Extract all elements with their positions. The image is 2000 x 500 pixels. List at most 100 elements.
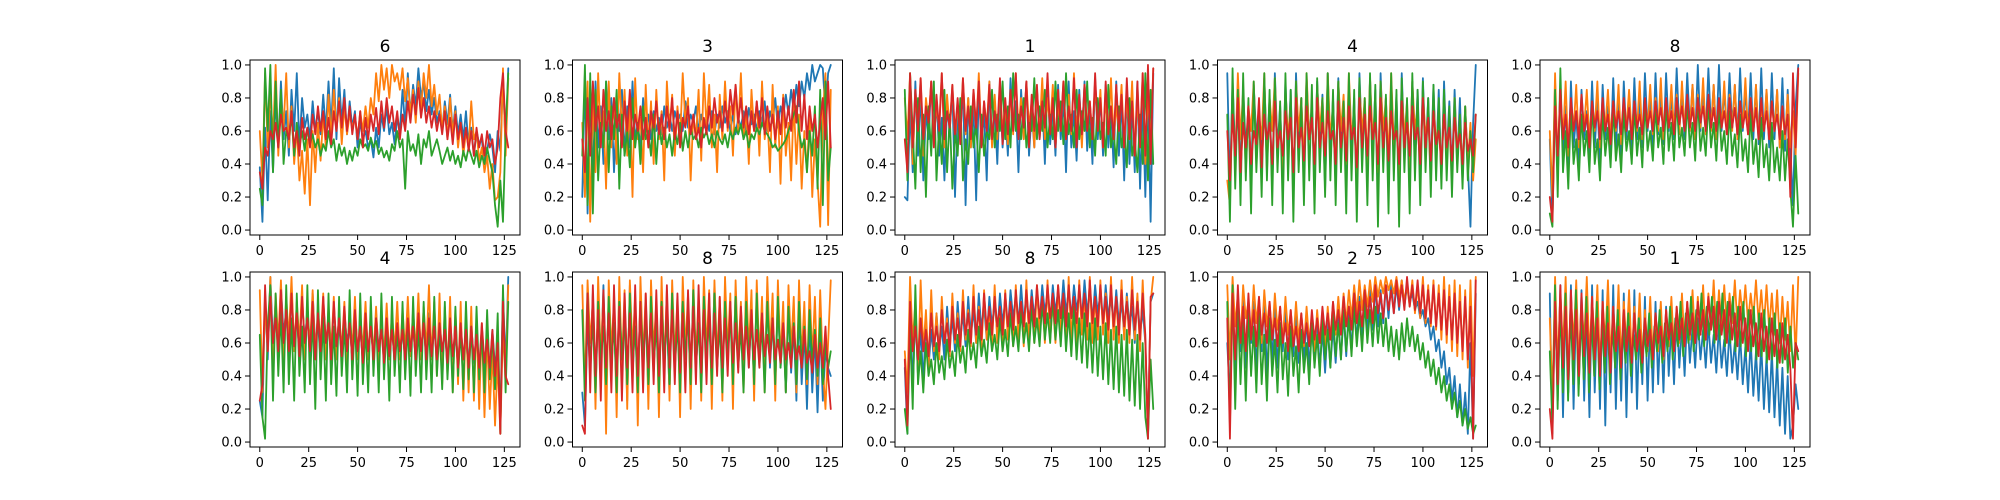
subplot-1-y-tick-label: 0.6 (221, 124, 242, 139)
subplot-3-y-tick-label: 0.2 (866, 191, 887, 206)
subplot-3-x-tick-label: 75 (1043, 244, 1060, 259)
subplot-5-y-tick-label: 0.6 (1511, 124, 1532, 139)
subplot-6-series-line-3 (258, 284, 510, 440)
subplot-6-x-tick-label: 100 (443, 456, 468, 471)
subplot-3: 0 25 50 75 100 125 0.0 0.2 0.4 0.6 0.8 1.0 1 (866, 37, 1166, 259)
subplot-1-x-tick-label: 100 (443, 244, 468, 259)
subplot-10-series-line-4 (1548, 284, 1800, 440)
subplot-6-y-tick-label: 0.8 (221, 303, 242, 318)
subplot-7-y-tick-label: 0.8 (544, 303, 565, 318)
subplot-7-series-line-4 (581, 284, 832, 435)
subplot-1-x-tick-label: 25 (300, 244, 317, 259)
subplot-2-y-tick-label: 0.6 (544, 124, 565, 139)
subplot-7-axes-frame (572, 271, 843, 448)
subplot-3-x-tick-label: 100 (1088, 244, 1113, 259)
subplot-5-series-line-4 (1548, 67, 1800, 223)
subplot-3-x-tick-label: 125 (1137, 244, 1162, 259)
subplot-5-x-tick-label: 75 (1688, 244, 1705, 259)
subplot-2-x-tick-label: 100 (766, 244, 791, 259)
subplot-1-y-tick-label: 0.8 (221, 91, 242, 106)
subplot-5-y-tick-label: 0.0 (1511, 224, 1532, 239)
subplot-8-y-tick-label: 0.2 (866, 403, 887, 418)
subplot-6-axes-frame (249, 271, 521, 448)
subplot-3-title: 1 (1025, 37, 1036, 57)
subplot-1-title: 6 (380, 37, 391, 57)
subplot-10-x-tick-label: 125 (1782, 456, 1807, 471)
subplot-4-x-tick-label: 0 (1223, 244, 1231, 259)
subplot-1-y-tick-label: 0.4 (221, 158, 242, 173)
subplot-3-x-tick-label: 25 (945, 244, 962, 259)
subplot-9-y-tick-label: 0.2 (1189, 403, 1210, 418)
subplot-3-x-tick-label: 0 (901, 244, 909, 259)
subplot-4-axes-frame (1217, 59, 1488, 236)
subplot-2-x-tick-label: 0 (578, 244, 586, 259)
subplot-8-x-tick-label: 0 (901, 456, 909, 471)
subplot-3-y-tick-label: 1.0 (866, 58, 887, 73)
subplot-2-y-tick-label: 0.2 (544, 191, 565, 206)
subplot-10-x-tick-label: 0 (1546, 456, 1554, 471)
subplot-10-axes-frame (1539, 271, 1811, 448)
subplot-3-series-line-3 (903, 72, 1155, 198)
subplot-10-x-tick-label: 25 (1590, 456, 1607, 471)
subplot-5-y-tick-label: 0.2 (1511, 191, 1532, 206)
subplot-2-y-tick-label: 0.4 (544, 158, 565, 173)
subplot-6-y-tick-label: 0.4 (221, 370, 242, 385)
subplot-6-y-tick-label: 0.6 (221, 336, 242, 351)
subplot-8-x-tick-label: 125 (1137, 456, 1162, 471)
subplot-5-axes-frame (1539, 59, 1811, 236)
subplot-6-series-line-4 (258, 284, 510, 435)
subplot-8-y-tick-label: 1.0 (866, 270, 887, 285)
subplot-5-title: 8 (1670, 37, 1681, 57)
subplot-9-axes-frame (1217, 271, 1488, 448)
subplot-5-y-tick-label: 0.4 (1511, 158, 1532, 173)
subplot-1-x-tick-label: 50 (349, 244, 366, 259)
subplot-7-x-tick-label: 25 (623, 456, 640, 471)
subplot-6-x-tick-label: 75 (398, 456, 415, 471)
subplot-2-y-tick-label: 0.8 (544, 91, 565, 106)
subplot-7-x-tick-label: 100 (766, 456, 791, 471)
subplot-6-x-tick-label: 125 (492, 456, 517, 471)
subplot-9-series-line-4 (1226, 276, 1477, 440)
subplot-8-x-tick-label: 50 (994, 456, 1011, 471)
subplot-8-title: 8 (1025, 249, 1036, 269)
subplot-9: 0 25 50 75 100 125 0.0 0.2 0.4 0.6 0.8 1.0 2 (1189, 249, 1488, 471)
subplot-1-y-tick-label: 0.0 (221, 224, 242, 239)
subplot-4-x-tick-label: 75 (1366, 244, 1383, 259)
subplot-2-title: 3 (702, 37, 713, 57)
subplot-4: 0 25 50 75 100 125 0.0 0.2 0.4 0.6 0.8 1.0 4 (1189, 37, 1488, 259)
subplot-7-y-tick-label: 1.0 (544, 270, 565, 285)
subplot-2: 0 25 50 75 100 125 0.0 0.2 0.4 0.6 0.8 1.0 3 (544, 37, 843, 259)
subplot-10-y-tick-label: 0.0 (1511, 436, 1532, 451)
subplot-3-axes-frame (894, 59, 1166, 236)
subplot-3-y-tick-label: 0.0 (866, 224, 887, 239)
subplot-4-x-tick-label: 25 (1268, 244, 1285, 259)
subplot-4-y-tick-label: 0.4 (1189, 158, 1210, 173)
subplot-9-y-tick-label: 0.0 (1189, 436, 1210, 451)
subplot-1-x-tick-label: 75 (398, 244, 415, 259)
subplot-10-x-tick-label: 50 (1639, 456, 1656, 471)
subplot-10-x-tick-label: 100 (1733, 456, 1758, 471)
subplot-5-y-tick-label: 1.0 (1511, 58, 1532, 73)
subplot-7-title: 8 (702, 249, 713, 269)
subplot-4-x-tick-label: 50 (1317, 244, 1334, 259)
subplot-8-y-tick-label: 0.8 (866, 303, 887, 318)
subplot-10-title: 1 (1670, 249, 1681, 269)
subplot-10-y-tick-label: 0.2 (1511, 403, 1532, 418)
subplot-6-x-tick-label: 25 (300, 456, 317, 471)
subplot-4-series-line-4 (1226, 97, 1477, 182)
subplot-3-y-tick-label: 0.4 (866, 158, 887, 173)
subplot-7-y-tick-label: 0.0 (544, 436, 565, 451)
subplot-5-x-tick-label: 125 (1782, 244, 1807, 259)
subplot-8-y-tick-label: 0.0 (866, 436, 887, 451)
subplot-9-x-tick-label: 75 (1366, 456, 1383, 471)
subplot-8-series-line-4 (903, 279, 1155, 440)
subplot-7-x-tick-label: 50 (672, 456, 689, 471)
subplot-3-series-line-4 (903, 64, 1155, 174)
subplot-10-y-tick-label: 0.6 (1511, 336, 1532, 351)
subplot-4-x-tick-label: 100 (1411, 244, 1436, 259)
subplot-2-x-tick-label: 25 (623, 244, 640, 259)
subplot-9-title: 2 (1347, 249, 1358, 269)
subplot-9-x-tick-label: 50 (1317, 456, 1334, 471)
subplot-5-x-tick-label: 25 (1590, 244, 1607, 259)
